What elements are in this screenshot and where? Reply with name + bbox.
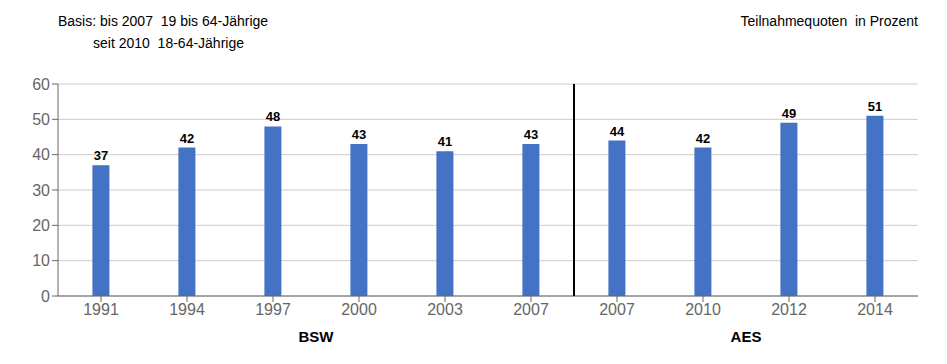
svg-text:2014: 2014 [857, 301, 893, 318]
svg-text:0: 0 [41, 288, 50, 305]
svg-text:43: 43 [524, 127, 538, 142]
svg-text:10: 10 [32, 252, 50, 269]
svg-text:30: 30 [32, 182, 50, 199]
svg-text:44: 44 [610, 124, 625, 139]
svg-text:42: 42 [180, 131, 194, 146]
svg-text:1994: 1994 [169, 301, 205, 318]
svg-text:48: 48 [266, 109, 280, 124]
svg-text:60: 60 [32, 76, 50, 93]
html-text:Teilnahmequoten in Prozent: Teilnahmequoten in Prozent [740, 13, 918, 29]
svg-text:2000: 2000 [341, 301, 377, 318]
html-text:seit 2010 18-64-Jährige: seit 2010 18-64-Jährige [58, 35, 244, 51]
svg-text:1991: 1991 [83, 301, 119, 318]
svg-text:51: 51 [868, 99, 882, 114]
svg-text:50: 50 [32, 111, 50, 128]
svg-text:2007: 2007 [599, 301, 635, 318]
svg-text:43: 43 [352, 127, 366, 142]
svg-text:49: 49 [782, 106, 796, 121]
svg-text:1997: 1997 [255, 301, 291, 318]
svg-text:2003: 2003 [427, 301, 463, 318]
svg-text:2010: 2010 [685, 301, 721, 318]
html-text:Basis: bis 2007 19 bis 64-Jähr: Basis: bis 2007 19 bis 64-Jährige [58, 13, 269, 29]
svg-text:40: 40 [32, 146, 50, 163]
html-text:BSW: BSW [298, 328, 334, 345]
svg-text:20: 20 [32, 217, 50, 234]
html-text:AES: AES [730, 328, 762, 345]
svg-text:2007: 2007 [513, 301, 549, 318]
svg-text:37: 37 [94, 148, 108, 163]
svg-text:41: 41 [438, 134, 452, 149]
svg-text:42: 42 [696, 131, 710, 146]
svg-text:2012: 2012 [771, 301, 807, 318]
